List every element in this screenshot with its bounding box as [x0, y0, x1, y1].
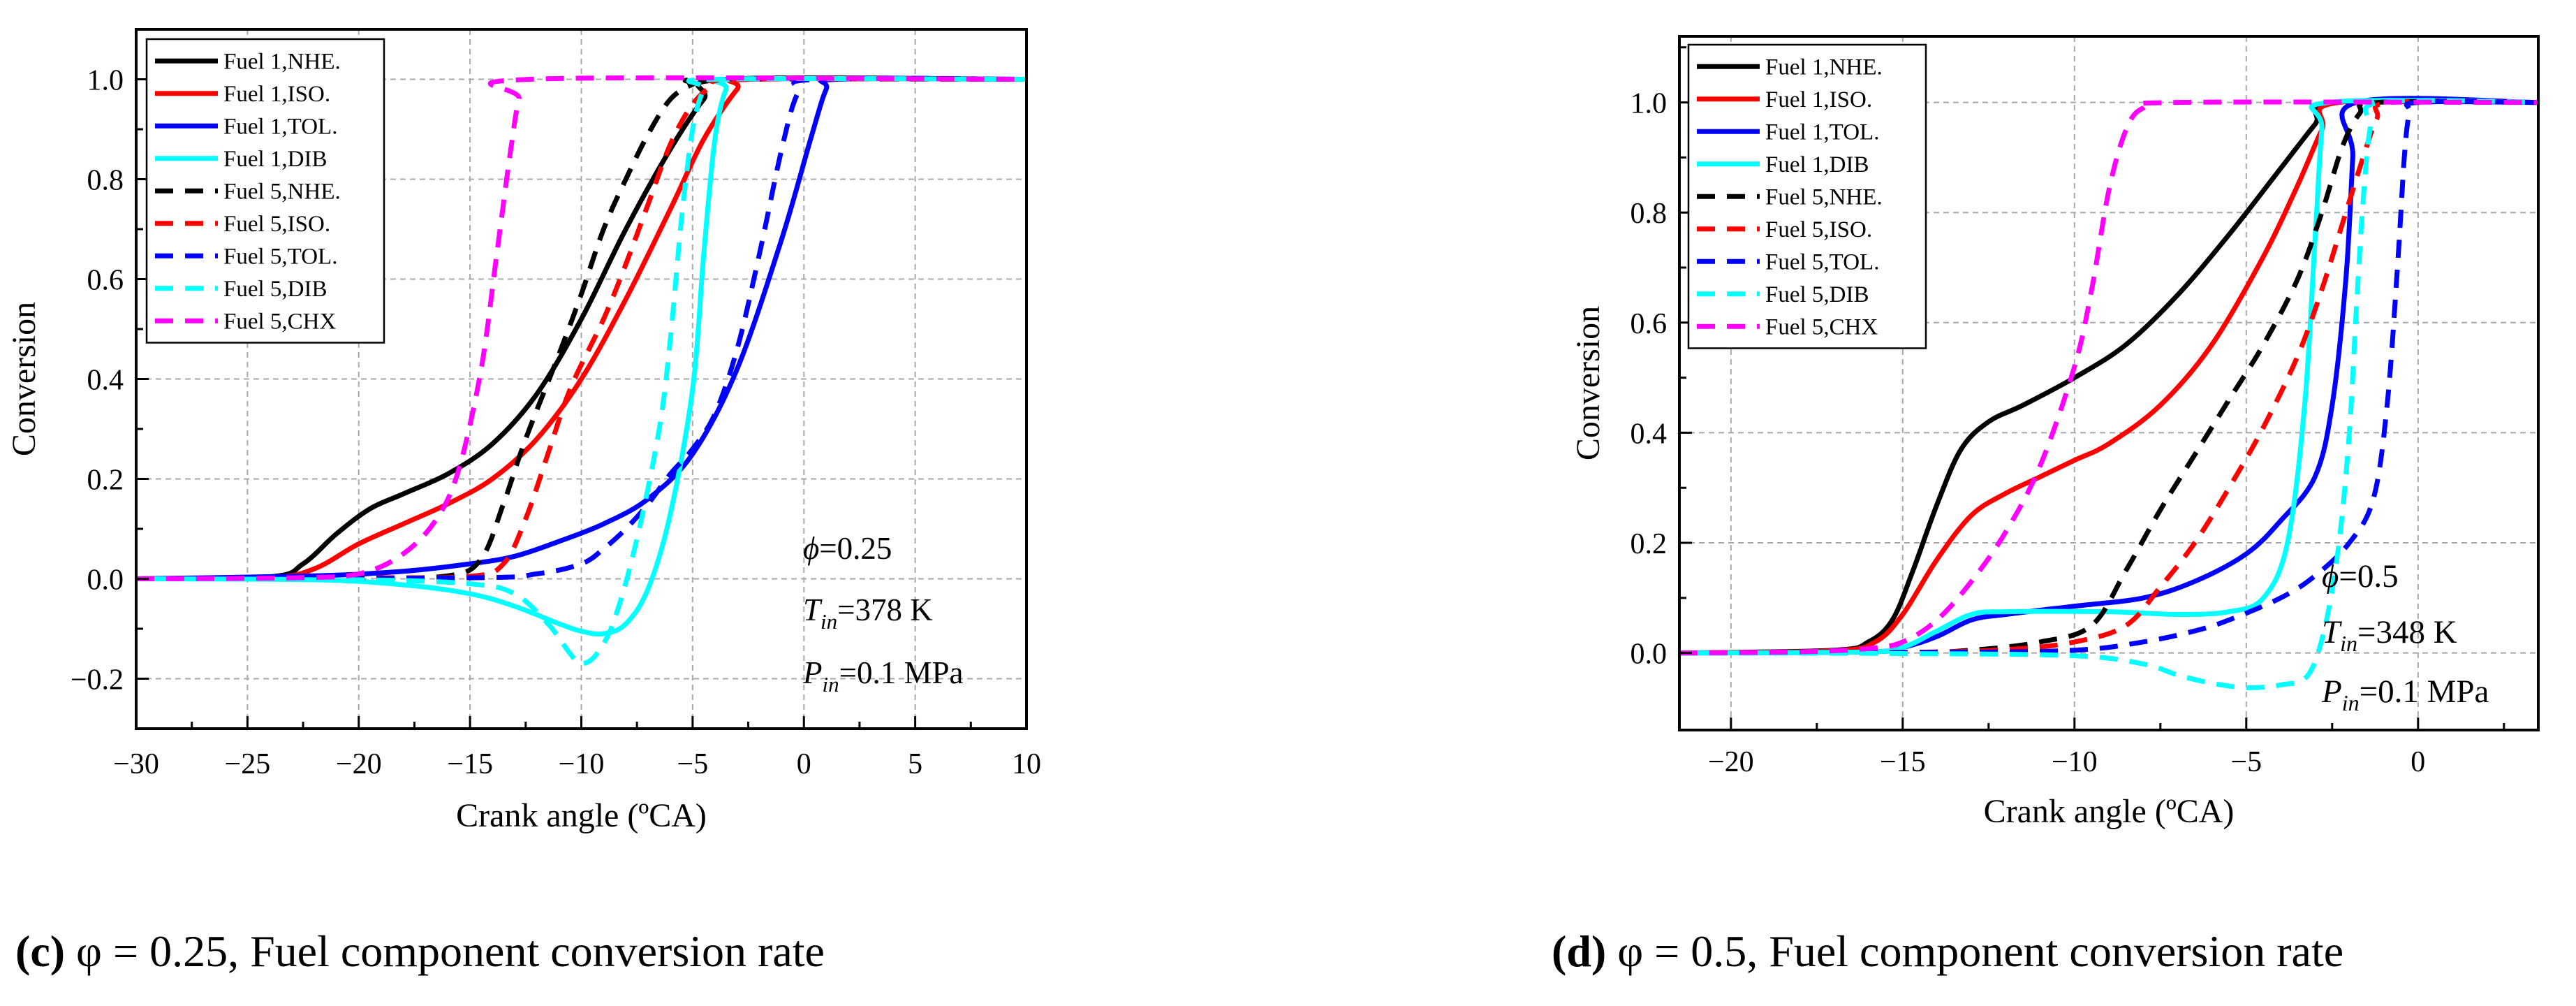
series-line — [136, 75, 1026, 666]
series-line — [136, 75, 1026, 581]
legend-label: Fuel 1,TOL. — [1765, 119, 1879, 145]
annotation-pin-sub: in — [823, 672, 839, 697]
annotation-phi-value: =0.25 — [819, 531, 892, 566]
caption-c-label: (c) — [15, 926, 66, 976]
annotation-tin: Tin=378 K — [803, 592, 933, 634]
x-tick-label: 5 — [908, 748, 922, 780]
y-tick-label: 0.4 — [1631, 418, 1668, 450]
y-tick-label: 1.0 — [1631, 88, 1668, 120]
caption-c-text: φ = 0.25, Fuel component conversion rate — [65, 926, 825, 976]
annotation-tin-sub: in — [820, 609, 837, 634]
annotation-tin-value: =348 K — [2357, 614, 2457, 650]
y-tick-label: 1.0 — [87, 65, 124, 97]
legend-label: Fuel 5,CHX — [1765, 314, 1878, 340]
series-line — [136, 75, 1026, 637]
series-line — [136, 75, 1026, 581]
legend-label: Fuel 5,NHE. — [223, 179, 341, 204]
x-axis-label: Crank angle (ºCA) — [1984, 793, 2235, 830]
y-tick-label: 0.6 — [87, 265, 124, 297]
y-axis-label: Conversion — [1570, 306, 1607, 460]
x-tick-label: −5 — [2230, 746, 2262, 778]
annotation-phi-value: =0.5 — [2339, 558, 2398, 595]
x-tick-label: −10 — [559, 748, 605, 780]
y-tick-label: 0.8 — [87, 165, 124, 197]
caption-d-label: (d) — [1552, 926, 1607, 976]
x-tick-label: −15 — [1880, 746, 1926, 778]
annotation-tin-symbol: T — [2322, 614, 2342, 650]
legend-label: Fuel 1,ISO. — [223, 82, 330, 107]
annotation-pin-symbol: P — [2321, 673, 2342, 710]
legend-label: Fuel 5,ISO. — [1765, 217, 1872, 242]
legend-label: Fuel 5,CHX — [223, 309, 337, 334]
legend-label: Fuel 5,DIB — [223, 277, 327, 302]
y-tick-label: 0.0 — [87, 564, 124, 597]
annotation-tin-value: =378 K — [837, 592, 933, 627]
annotation-phi: ϕ=0.5 — [2322, 558, 2399, 595]
legend-label: Fuel 5,NHE. — [1765, 184, 1883, 210]
y-tick-label: 0.8 — [1631, 198, 1668, 230]
annotation-pin-sub: in — [2342, 690, 2360, 715]
x-axis-label: Crank angle (ºCA) — [456, 797, 707, 834]
legend-label: Fuel 1,TOL. — [223, 114, 337, 139]
caption-d-text: φ = 0.5, Fuel component conversion rate — [1606, 926, 2344, 976]
legend-label: Fuel 1,DIB — [1765, 152, 1869, 177]
chart-c: −30 −25 −20 −15 −10 −5 0 5 10 −0.2 0.0 0.2 0.4 0.6 0.8… — [6, 28, 1041, 834]
x-tick-label: −15 — [447, 748, 493, 780]
legend-label: Fuel 1,NHE. — [223, 49, 341, 74]
annotation-phi: ϕ=0.25 — [803, 531, 892, 566]
caption-c: (c) φ = 0.25, Fuel component conversion … — [15, 926, 825, 977]
annotation-pin-value: =0.1 MPa — [839, 655, 964, 690]
x-tick-label: 0 — [2411, 746, 2425, 778]
series-line — [136, 75, 1026, 581]
chart-d: −20 −15 −10 −5 0 0.0 0.2 0.4 0.6 0.8 1.0 Crank angl… — [1570, 35, 2540, 830]
y-tick-label: −0.2 — [71, 664, 124, 697]
annotation-tin: Tin=348 K — [2322, 614, 2457, 656]
legend-label: Fuel 5,TOL. — [223, 244, 337, 269]
x-tick-label: −10 — [2052, 746, 2098, 778]
y-tick-label: 0.2 — [87, 465, 124, 497]
caption-d: (d) φ = 0.5, Fuel component conversion r… — [1552, 926, 2343, 977]
series-line — [1679, 98, 2538, 656]
annotation-tin-symbol: T — [803, 592, 823, 627]
series-line — [136, 75, 1026, 581]
annotation-pin: Pin=0.1 MPa — [802, 655, 964, 697]
legend-label: Fuel 1,NHE. — [1765, 54, 1883, 80]
legend-label: Fuel 1,DIB — [223, 147, 327, 172]
series-line — [1679, 98, 2538, 656]
annotation-pin-symbol: P — [802, 655, 823, 690]
y-tick-label: 0.4 — [87, 365, 124, 397]
legend-label: Fuel 5,ISO. — [223, 212, 330, 237]
x-tick-label: −20 — [1708, 746, 1754, 778]
x-tick-label: 10 — [1012, 748, 1041, 780]
x-tick-label: −25 — [225, 748, 271, 780]
x-tick-label: −30 — [113, 748, 159, 780]
x-tick-label: 0 — [797, 748, 811, 780]
series-group — [136, 75, 1026, 666]
series-line — [1679, 98, 2538, 690]
y-axis-label: Conversion — [6, 302, 43, 456]
x-tick-label: −20 — [336, 748, 382, 780]
annotation-pin: Pin=0.1 MPa — [2321, 673, 2489, 715]
series-line — [1679, 99, 2538, 656]
annotation-phi-symbol: ϕ — [2322, 558, 2339, 595]
y-tick-label: 0.2 — [1631, 528, 1668, 560]
legend-label: Fuel 5,DIB — [1765, 282, 1869, 307]
x-tick-label: −5 — [677, 748, 709, 780]
annotation-phi-symbol: ϕ — [803, 531, 819, 566]
legend-label: Fuel 1,ISO. — [1765, 87, 1872, 112]
plot-frame — [1678, 35, 2540, 731]
annotation-tin-sub: in — [2340, 631, 2357, 656]
legend-label: Fuel 5,TOL. — [1765, 249, 1879, 275]
series-group — [1679, 96, 2538, 690]
annotation-pin-value: =0.1 MPa — [2360, 673, 2489, 710]
y-tick-label: 0.0 — [1631, 639, 1668, 671]
y-tick-label: 0.6 — [1631, 308, 1668, 340]
